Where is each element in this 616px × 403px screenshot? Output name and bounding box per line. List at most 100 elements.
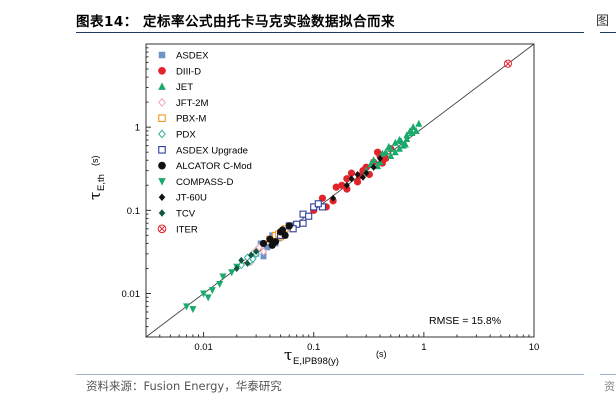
data-point <box>338 181 346 189</box>
legend-item: TCV <box>158 209 196 220</box>
data-point <box>318 194 327 202</box>
data-point <box>228 269 236 277</box>
data-point <box>233 264 240 272</box>
legend-item: PBX-M <box>158 114 206 125</box>
data-point <box>266 235 274 243</box>
data-point <box>397 137 405 145</box>
data-point <box>354 170 361 178</box>
legend-marker <box>158 114 166 122</box>
series-iter <box>503 59 513 68</box>
legend-marker <box>158 66 166 75</box>
legend-marker <box>158 146 166 154</box>
y-axis-label: τ E,th (s) <box>86 156 107 201</box>
y-axis-label-main: τ <box>86 192 104 200</box>
legend-label: JET <box>176 82 193 93</box>
y-tick-label: 0.01 <box>122 289 141 300</box>
data-point <box>200 290 208 298</box>
y-axis-label-unit: (s) <box>90 156 100 167</box>
data-point <box>305 212 313 220</box>
data-point <box>278 226 287 234</box>
data-point <box>353 178 362 186</box>
legend-label: COMPASS-D <box>176 177 233 188</box>
y-tick-label: 0.1 <box>127 206 140 217</box>
footer-rule <box>76 374 584 375</box>
data-point <box>391 148 399 156</box>
data-point <box>259 239 268 248</box>
data-point <box>343 181 350 189</box>
data-point <box>330 194 337 202</box>
legend-label: PBX-M <box>176 114 206 125</box>
data-point <box>387 152 395 160</box>
legend-item: ALCATOR C-Mod <box>158 161 252 172</box>
series-alcator-c-mod <box>259 222 293 249</box>
x-tick-label: 1 <box>421 342 426 353</box>
data-point <box>403 131 411 139</box>
data-point <box>363 169 370 177</box>
data-point <box>378 149 386 157</box>
legend-marker <box>158 51 166 59</box>
legend-label: ASDEX <box>176 51 209 62</box>
figure-title: 图表14： 定标率公式由托卡马克实验数据拟合而来 <box>76 14 395 30</box>
legend-marker <box>158 129 166 139</box>
x-axis-label: τ E,IPB98(y) (s) <box>284 346 387 367</box>
legend: ASDEX DIII-D JET JFT-2M PBX-M PDX ASDEX Upgrad… <box>157 51 252 235</box>
data-point <box>401 140 409 148</box>
data-point <box>244 259 251 267</box>
legend-item: DIII-D <box>158 66 201 77</box>
x-tick-label: 0.1 <box>307 342 320 353</box>
figure-title-row: 图表14： 定标率公式由托卡马克实验数据拟合而来 <box>76 10 586 32</box>
right-clipped-title: 图 <box>596 14 610 29</box>
x-tick-label: 0.01 <box>194 342 213 353</box>
data-point <box>391 138 399 146</box>
legend-item: COMPASS-D <box>158 177 233 188</box>
legend-marker <box>158 178 166 186</box>
data-point <box>219 273 227 281</box>
series-tcv <box>233 247 260 272</box>
data-point <box>238 256 245 264</box>
legend-label: ASDEX Upgrade <box>176 145 248 156</box>
x-axis-label-unit: (s) <box>376 349 387 359</box>
data-point <box>403 135 411 143</box>
data-point <box>385 142 393 150</box>
data-point <box>370 156 378 164</box>
data-points <box>183 59 513 314</box>
data-point <box>343 175 351 183</box>
footer-rule-right <box>600 374 616 375</box>
data-point <box>370 163 377 171</box>
legend-item: ITER <box>157 224 198 235</box>
data-point <box>216 281 224 289</box>
data-point <box>183 303 191 311</box>
legend-item: JFT-2M <box>158 97 209 109</box>
legend-label: ITER <box>176 224 198 235</box>
marker-cross <box>505 60 511 67</box>
right-clipped-source: 资 <box>604 380 615 393</box>
data-point <box>259 247 268 256</box>
rmse-label: RMSE = 15.8% <box>429 315 501 327</box>
data-point <box>208 287 216 295</box>
data-point <box>268 241 276 249</box>
data-point <box>248 251 255 259</box>
data-point <box>204 294 212 302</box>
data-point <box>359 173 366 181</box>
data-point <box>377 155 384 163</box>
data-point <box>347 169 356 177</box>
y-tick-label: 1 <box>135 123 140 134</box>
data-point <box>332 183 340 191</box>
data-point <box>285 222 293 230</box>
data-point <box>260 253 267 260</box>
data-point <box>395 144 403 152</box>
x-tick-label: 10 <box>529 342 540 353</box>
legend-label: PDX <box>176 130 196 141</box>
data-point <box>314 200 322 208</box>
legend-label: ALCATOR C-Mod <box>176 161 252 172</box>
data-point <box>415 119 423 127</box>
legend-marker <box>158 82 166 90</box>
data-point <box>348 175 355 183</box>
legend-marker <box>158 193 166 201</box>
data-point <box>253 247 260 255</box>
legend-item: JET <box>158 82 193 93</box>
legend-item: JT-60U <box>158 193 207 204</box>
data-point <box>299 219 307 227</box>
x-axis-label-main: τ <box>284 346 292 364</box>
